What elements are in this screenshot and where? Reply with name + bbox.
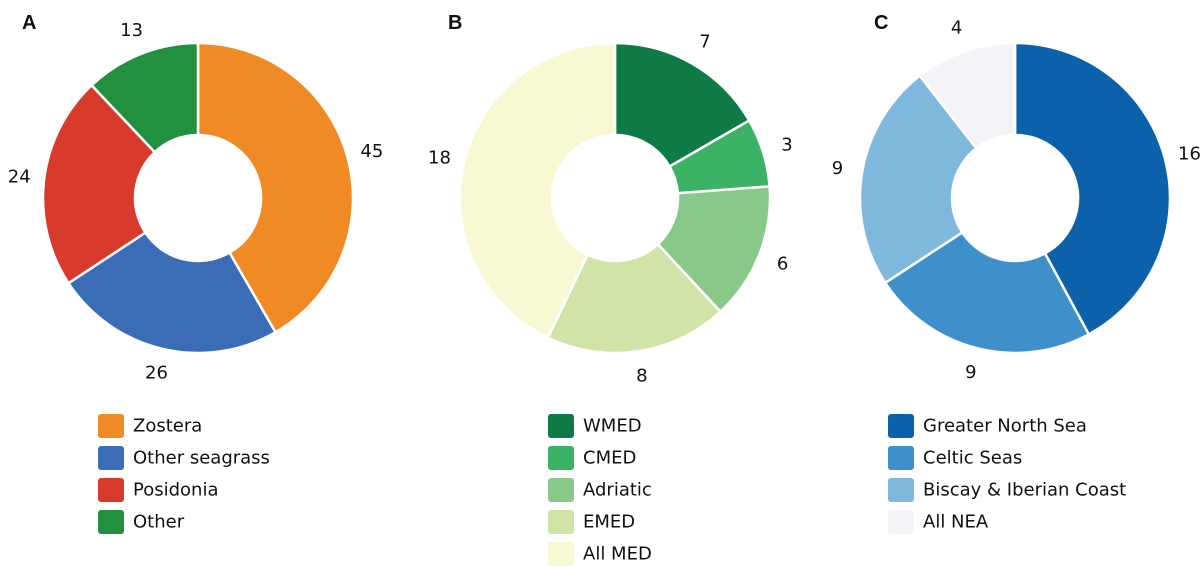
slice-wmed (613, 41, 751, 169)
slice-greater-north-sea (1013, 41, 1172, 337)
donut-chart-c: 16 9 9 4 (832, 17, 1201, 383)
legend-label-celtic-seas: Celtic Seas (923, 448, 1022, 469)
panel-a: A 45 26 24 13 Zostera Other seagrass Posidoni… (8, 12, 384, 534)
slice-value-label-all-med: 18 (428, 147, 451, 168)
slice-value-label-greater-north-sea: 16 (1178, 143, 1201, 164)
slice-zostera (196, 41, 355, 334)
donut-chart-b: 7 3 6 8 18 (428, 32, 793, 387)
legend-swatch-wmed (548, 414, 574, 438)
slice-all-med (458, 41, 617, 340)
slice-value-label-adriatic: 6 (777, 253, 788, 274)
panel-letter-c: C (874, 12, 888, 34)
legend-label-biscay-and-iberian-coast: Biscay & Iberian Coast (923, 480, 1126, 501)
donut-chart-a: 45 26 24 13 (8, 20, 384, 383)
legend-a: Zostera Other seagrass Posidonia Other (98, 414, 270, 534)
legend-label-other-seagrass: Other seagrass (133, 448, 270, 469)
legend-label-adriatic: Adriatic (583, 480, 652, 501)
legend-label-all-med: All MED (583, 544, 652, 565)
legend-swatch-celtic-seas (888, 446, 914, 470)
slice-value-label-all-nea: 4 (951, 17, 962, 38)
legend-label-wmed: WMED (583, 416, 642, 437)
legend-swatch-emed (548, 510, 574, 534)
panel-b: B 7 3 6 8 18 WMED CMED Adriatic EMED All MED (428, 12, 793, 566)
slice-other-seagrass (66, 230, 278, 355)
legend-label-cmed: CMED (583, 448, 636, 469)
slice-all-nea (918, 41, 1017, 151)
slice-celtic-seas (883, 230, 1091, 355)
panel-letter-b: B (448, 12, 462, 34)
slice-adriatic (656, 185, 772, 314)
slice-value-label-other-seagrass: 26 (145, 363, 168, 384)
legend-swatch-adriatic (548, 478, 574, 502)
legend-label-emed: EMED (583, 512, 635, 533)
legend-swatch-other (98, 510, 124, 534)
legend-swatch-other-seagrass (98, 446, 124, 470)
slice-value-label-other: 13 (120, 20, 143, 41)
slice-posidonia (41, 83, 157, 285)
slice-value-label-posidonia: 24 (8, 167, 31, 188)
legend-swatch-all-nea (888, 510, 914, 534)
legend-b: WMED CMED Adriatic EMED All MED (548, 414, 652, 566)
panel-letter-a: A (22, 12, 36, 34)
slice-value-label-cmed: 3 (781, 134, 792, 155)
legend-swatch-biscay-and-iberian-coast (888, 478, 914, 502)
legend-label-all-nea: All NEA (923, 512, 989, 533)
legend-label-zostera: Zostera (133, 416, 202, 437)
legend-swatch-greater-north-sea (888, 414, 914, 438)
slice-biscay-and-iberian-coast (858, 73, 979, 285)
slice-emed (546, 242, 723, 355)
legend-label-posidonia: Posidonia (133, 480, 218, 501)
legend-swatch-cmed (548, 446, 574, 470)
slice-value-label-zostera: 45 (360, 141, 383, 162)
legend-label-other: Other (133, 512, 185, 533)
legend-swatch-zostera (98, 414, 124, 438)
legend-c: Greater North Sea Celtic Seas Biscay & Ibe… (888, 414, 1126, 534)
legend-swatch-all-med (548, 542, 574, 566)
legend-swatch-posidonia (98, 478, 124, 502)
slice-value-label-celtic-seas: 9 (965, 362, 976, 383)
slice-value-label-wmed: 7 (699, 32, 710, 53)
slice-value-label-biscay-and-iberian-coast: 9 (832, 158, 843, 179)
slice-value-label-emed: 8 (636, 365, 647, 386)
legend-label-greater-north-sea: Greater North Sea (923, 416, 1087, 437)
slice-other (89, 41, 200, 154)
panel-c: C 16 9 9 4 Greater North Sea Celtic Seas Bisc… (832, 12, 1201, 534)
